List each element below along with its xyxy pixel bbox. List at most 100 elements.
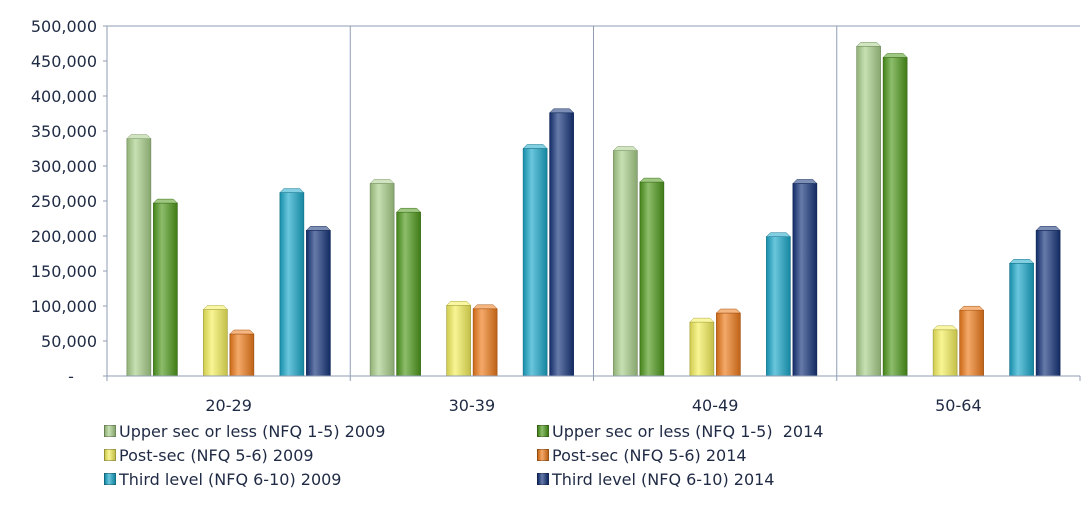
bar-top-bevel <box>472 304 498 310</box>
bar-top-bevel <box>549 108 575 114</box>
bar-top-bevel <box>959 305 985 311</box>
legend-label: Third level (NFQ 6-10) 2014 <box>552 469 775 489</box>
bar-top-bevel <box>396 207 422 213</box>
bar-body <box>446 304 471 377</box>
y-axis-ticks: - 50,000 100,000 150,000 200,000 250,000 300,0… <box>31 17 107 386</box>
bar <box>396 207 422 377</box>
bar-body <box>203 309 228 377</box>
bar-top-bevel <box>522 144 548 149</box>
bar <box>369 179 395 377</box>
legend-item: Post-sec (NFQ 5-6) 2014 <box>537 444 747 466</box>
bar-body <box>522 148 548 377</box>
legend-label: Post-sec (NFQ 5-6) 2014 <box>552 445 747 465</box>
bar-top-bevel <box>1035 226 1061 231</box>
legend-label: Upper sec or less (NFQ 1-5) 2014 <box>552 421 824 441</box>
bar-top-bevel <box>202 305 228 310</box>
legend-swatch <box>537 473 549 485</box>
bar-body <box>932 329 958 377</box>
bar-body <box>856 45 881 377</box>
x-tick-label: 30-39 <box>449 396 496 415</box>
bar-top-bevel <box>689 317 715 323</box>
y-tick-label: 500,000 <box>31 17 97 36</box>
y-tick-label: 400,000 <box>31 87 97 106</box>
bar-top-bevel <box>446 301 472 306</box>
bar <box>639 177 665 377</box>
legend-label: Upper sec or less (NFQ 1-5) 2009 <box>119 421 386 441</box>
legend-swatch <box>104 449 116 461</box>
bar-body <box>716 312 741 377</box>
legend-label: Post-sec (NFQ 5-6) 2009 <box>119 445 314 465</box>
y-tick-label: 250,000 <box>31 192 97 211</box>
bar-top-bevel <box>882 53 908 58</box>
bar-top-bevel <box>152 198 178 204</box>
bar-top-bevel <box>279 188 305 193</box>
bar-body <box>639 181 665 377</box>
bar-body <box>396 211 421 377</box>
bar-top-bevel <box>715 308 741 314</box>
bar <box>202 305 228 377</box>
bar <box>689 317 715 377</box>
legend-item: Third level (NFQ 6-10) 2009 <box>104 468 341 490</box>
x-tick-label: 20-29 <box>205 396 252 415</box>
bar <box>612 146 638 377</box>
bar-top-bevel <box>765 232 791 237</box>
bar <box>715 308 741 377</box>
x-axis-ticks: 20-29 30-39 40-49 50-64 <box>205 396 981 415</box>
bar-body <box>229 333 255 377</box>
bar <box>765 232 791 377</box>
x-tick-label: 50-64 <box>935 396 982 415</box>
bar-top-bevel <box>369 179 395 184</box>
bar <box>446 301 472 377</box>
bar <box>932 325 958 377</box>
y-tick-label: - <box>68 367 74 386</box>
bar-top-bevel <box>1009 259 1035 264</box>
bar <box>856 42 882 377</box>
legend-item: Post-sec (NFQ 5-6) 2009 <box>104 444 314 466</box>
category-separators <box>107 25 1080 381</box>
bar <box>1035 226 1061 377</box>
y-tick-label: 200,000 <box>31 227 97 246</box>
bar <box>792 179 818 377</box>
bar-body <box>689 321 715 377</box>
bar-top-bevel <box>126 134 152 139</box>
y-tick-label: 450,000 <box>31 52 97 71</box>
x-tick-label: 40-49 <box>692 396 739 415</box>
legend-swatch <box>104 425 116 437</box>
bar-body <box>306 230 331 377</box>
bar <box>305 226 331 377</box>
bar-body <box>613 150 638 377</box>
bar-body <box>153 202 178 377</box>
bar-body <box>1009 262 1034 377</box>
bar-body <box>882 57 908 377</box>
bar-top-bevel <box>639 177 665 183</box>
bar-body <box>959 309 984 377</box>
bar <box>229 329 255 377</box>
bar <box>549 108 575 377</box>
bar-top-bevel <box>856 42 882 47</box>
legend-item: Upper sec or less (NFQ 1-5) 2009 <box>104 420 385 442</box>
bar-body <box>1035 230 1061 377</box>
bar <box>959 305 985 377</box>
bar-top-bevel <box>305 226 331 231</box>
legend-swatch <box>104 473 116 485</box>
bar-body <box>472 308 498 377</box>
bars <box>126 42 1061 377</box>
y-tick-label: 100,000 <box>31 297 97 316</box>
y-tick-label: 300,000 <box>31 157 97 176</box>
bar <box>152 198 178 377</box>
bar <box>279 188 305 377</box>
bar-body <box>279 192 305 377</box>
legend-label: Third level (NFQ 6-10) 2009 <box>119 469 342 489</box>
legend-item: Upper sec or less (NFQ 1-5) 2014 <box>537 420 823 442</box>
bar-body <box>126 138 152 377</box>
bar-body <box>766 236 791 377</box>
bar <box>126 134 152 377</box>
bar-top-bevel <box>612 146 638 151</box>
legend-item: Third level (NFQ 6-10) 2014 <box>537 468 774 490</box>
bar-body <box>369 183 395 377</box>
legend-swatch <box>537 425 549 437</box>
bar-top-bevel <box>229 329 255 335</box>
y-tick-label: 150,000 <box>31 262 97 281</box>
bar-top-bevel <box>792 179 818 184</box>
